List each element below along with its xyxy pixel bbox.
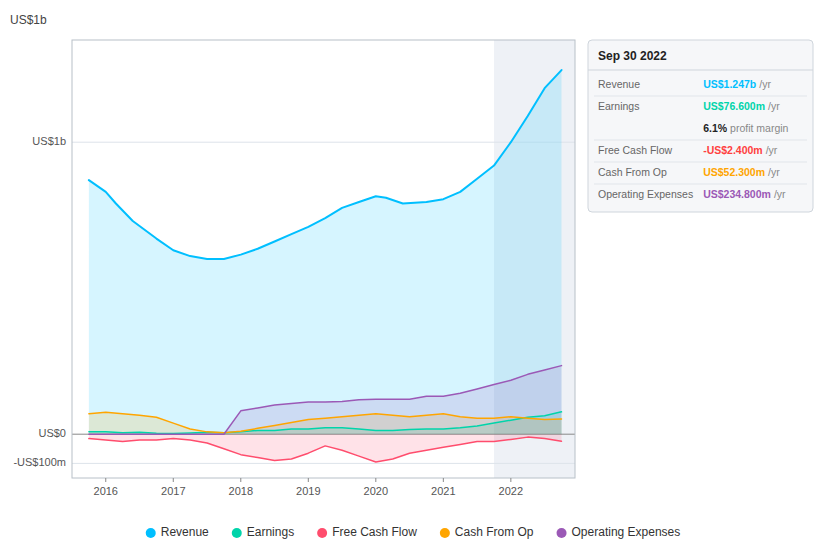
x-tick bbox=[105, 478, 106, 482]
legend-label: Free Cash Flow bbox=[332, 525, 417, 539]
info-box-suffix: profit margin bbox=[730, 122, 789, 134]
info-box-label: Cash From Op bbox=[598, 166, 667, 178]
grid-line bbox=[72, 463, 575, 464]
x-tick-label: 2021 bbox=[431, 485, 455, 497]
line bbox=[89, 412, 562, 434]
plot-background bbox=[72, 40, 575, 478]
info-box-label: Revenue bbox=[598, 78, 640, 90]
area bbox=[89, 434, 562, 462]
line bbox=[89, 70, 562, 259]
info-box-row-divider bbox=[594, 140, 807, 141]
info-box-background bbox=[588, 40, 813, 212]
info-box-divider bbox=[588, 70, 813, 71]
legend-label: Earnings bbox=[247, 525, 294, 539]
legend-item: Revenue bbox=[146, 525, 209, 539]
y-axis-label: US$1b bbox=[10, 13, 47, 27]
info-box-value: US$234.800m bbox=[703, 188, 771, 200]
info-box-suffix: /yr bbox=[766, 144, 778, 156]
info-box-label: Earnings bbox=[598, 100, 639, 112]
y-tick-label: -US$100m bbox=[13, 456, 66, 468]
info-box-value: US$1.247b bbox=[703, 78, 756, 90]
line bbox=[89, 366, 562, 435]
x-tick bbox=[510, 478, 511, 482]
y-tick-label: US$0 bbox=[38, 427, 66, 439]
info-box-suffix: /yr bbox=[768, 166, 780, 178]
legend-item: Cash From Op bbox=[440, 525, 534, 539]
legend-marker bbox=[440, 528, 450, 538]
legend-item: Earnings bbox=[232, 525, 294, 539]
area bbox=[89, 70, 562, 434]
y-tick-label: US$1b bbox=[32, 135, 66, 147]
x-tick-label: 2017 bbox=[161, 485, 185, 497]
x-tick bbox=[443, 478, 444, 482]
legend-label: Cash From Op bbox=[455, 525, 534, 539]
x-tick bbox=[308, 478, 309, 482]
info-box-value: -US$2.400m bbox=[703, 144, 763, 156]
x-tick-label: 2020 bbox=[364, 485, 388, 497]
info-box-label: Operating Expenses bbox=[598, 188, 693, 200]
info-box-row-divider bbox=[594, 162, 807, 163]
data-group bbox=[89, 70, 562, 462]
plot-frame bbox=[72, 40, 575, 478]
line bbox=[89, 412, 562, 432]
info-box: Sep 30 2022 Revenue Earnings Free Cash Flow… bbox=[588, 40, 813, 212]
legend-marker bbox=[317, 528, 327, 538]
line bbox=[89, 437, 562, 462]
info-box-suffix: /yr bbox=[768, 100, 780, 112]
info-box-suffix: /yr bbox=[759, 78, 771, 90]
info-box-suffix: /yr bbox=[774, 188, 786, 200]
legend-item: Free Cash Flow bbox=[317, 525, 417, 539]
chart: US$1b US$0 -US$100m 2016 2017 2018 2019 2020 202… bbox=[0, 0, 821, 560]
legend-item: Operating Expenses bbox=[557, 525, 681, 539]
info-box-row-divider bbox=[594, 184, 807, 185]
x-tick-label: 2019 bbox=[296, 485, 320, 497]
legend: Revenue Earnings Free Cash Flow Cash From O… bbox=[146, 525, 681, 539]
info-box-value: 6.1% bbox=[703, 122, 728, 134]
grid-line bbox=[72, 142, 575, 143]
legend-label: Revenue bbox=[161, 525, 209, 539]
x-tick bbox=[240, 478, 241, 482]
x-axis: 2016 2017 2018 2019 2020 2021 2022 bbox=[94, 478, 524, 497]
lines bbox=[89, 70, 562, 462]
x-tick-label: 2018 bbox=[229, 485, 253, 497]
legend-label: Operating Expenses bbox=[572, 525, 681, 539]
info-box-value: US$76.600m bbox=[703, 100, 765, 112]
x-tick-label: 2022 bbox=[499, 485, 523, 497]
x-tick bbox=[173, 478, 174, 482]
legend-marker bbox=[557, 528, 567, 538]
areas bbox=[89, 70, 562, 462]
area bbox=[89, 366, 562, 435]
info-box-label: Free Cash Flow bbox=[598, 144, 673, 156]
x-tick-label: 2016 bbox=[94, 485, 118, 497]
legend-marker bbox=[232, 528, 242, 538]
legend-marker bbox=[146, 528, 156, 538]
info-box-value: US$52.300m bbox=[703, 166, 765, 178]
info-box-row-divider bbox=[594, 96, 807, 97]
info-box-title: Sep 30 2022 bbox=[598, 49, 667, 63]
x-tick bbox=[375, 478, 376, 482]
